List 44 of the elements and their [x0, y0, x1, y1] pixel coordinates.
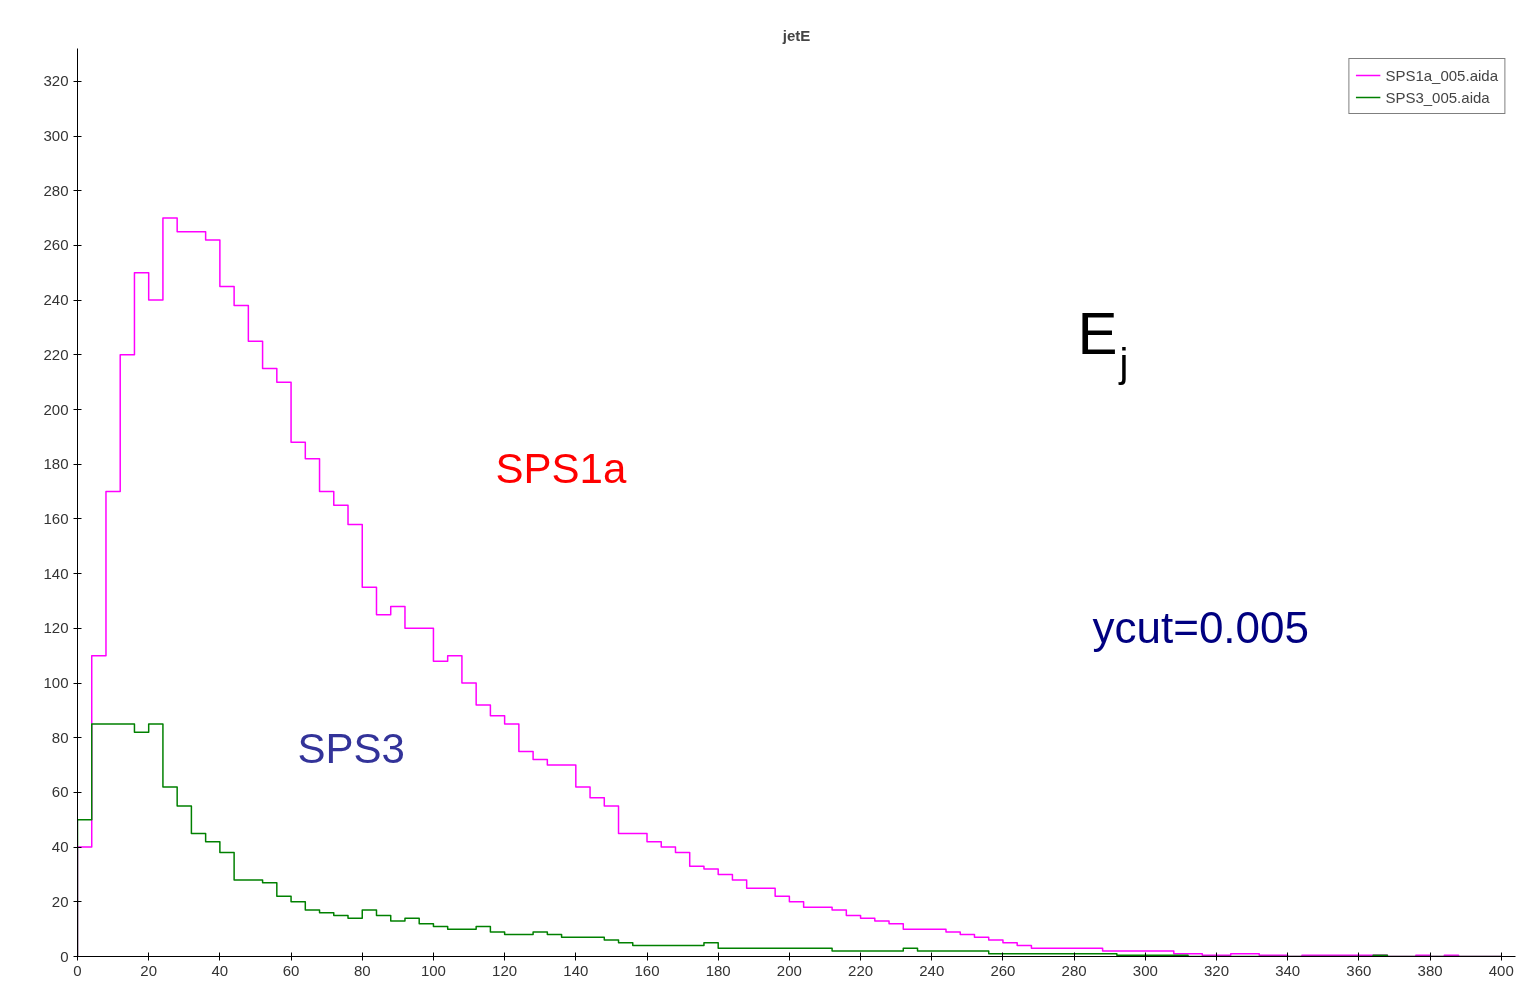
y-tick-label: 220 — [43, 345, 69, 363]
y-tick-label: 200 — [43, 400, 69, 418]
x-tick-label: 120 — [492, 961, 518, 979]
y-tick-label: 100 — [43, 674, 69, 692]
y-tick-label: 280 — [43, 181, 69, 199]
y-tick-label: 300 — [43, 127, 69, 145]
x-tick-label: 300 — [1132, 961, 1158, 979]
x-tick-label: 180 — [705, 961, 731, 979]
x-tick-label: 40 — [211, 961, 229, 979]
x-tick-label: 140 — [563, 961, 589, 979]
y-tick-label: 20 — [51, 892, 69, 910]
x-tick-label: 320 — [1204, 961, 1230, 979]
x-tick-label: 220 — [848, 961, 874, 979]
legend-label: SPS3_005.aida — [1385, 88, 1490, 106]
x-tick-label: 260 — [990, 961, 1016, 979]
annotation: SPS3 — [297, 724, 405, 772]
x-tick-label: 20 — [140, 961, 158, 979]
y-tick-label: 240 — [43, 291, 69, 309]
x-tick-label: 280 — [1061, 961, 1087, 979]
y-tick-label: 40 — [51, 838, 69, 856]
x-tick-label: 80 — [353, 961, 371, 979]
y-tick-label: 140 — [43, 564, 69, 582]
annotation: ycut=0.005 — [1092, 602, 1309, 652]
x-tick-label: 100 — [420, 961, 446, 979]
chart-title: jetE — [781, 26, 811, 44]
y-tick-label: 0 — [60, 947, 69, 965]
annotation: SPS1a — [495, 444, 627, 492]
x-tick-label: 400 — [1488, 961, 1514, 979]
x-tick-label: 0 — [73, 961, 82, 979]
y-tick-label: 180 — [43, 455, 69, 473]
y-tick-label: 160 — [43, 509, 69, 527]
x-tick-label: 240 — [919, 961, 945, 979]
x-tick-label: 60 — [282, 961, 300, 979]
x-tick-label: 360 — [1346, 961, 1372, 979]
x-tick-label: 380 — [1417, 961, 1443, 979]
y-tick-label: 260 — [43, 236, 69, 254]
legend-label: SPS1a_005.aida — [1385, 66, 1498, 84]
y-tick-label: 60 — [51, 783, 69, 801]
x-tick-label: 340 — [1275, 961, 1301, 979]
x-tick-label: 200 — [776, 961, 802, 979]
x-tick-label: 160 — [634, 961, 660, 979]
y-tick-label: 80 — [51, 728, 69, 746]
y-tick-label: 320 — [43, 72, 69, 90]
y-tick-label: 120 — [43, 619, 69, 637]
